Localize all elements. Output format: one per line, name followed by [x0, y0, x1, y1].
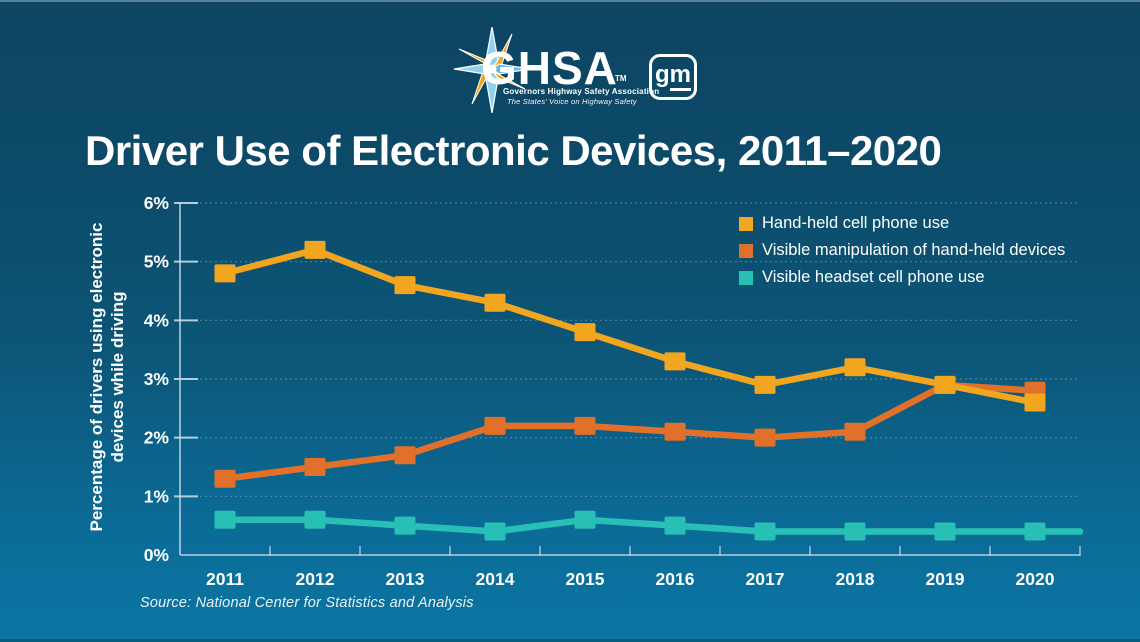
data-point-marker — [574, 510, 596, 529]
y-tick-labels: 0% 1% 2% 3% 4% 5% 6% — [144, 193, 170, 565]
data-point-marker — [214, 469, 236, 488]
y-tick-label: 3% — [144, 369, 170, 389]
data-point-marker — [664, 516, 686, 535]
y-tick-label: 4% — [144, 310, 170, 330]
legend-swatch-headset — [739, 270, 753, 285]
legend-item-manipulation: Visible manipulation of hand-held device… — [739, 237, 1065, 264]
legend-label: Visible headset cell phone use — [762, 268, 985, 286]
y-axis-title-line1: Percentage of drivers using electronic — [87, 222, 106, 532]
x-tick-label: 2018 — [836, 569, 875, 589]
legend-label: Visible manipulation of hand-held device… — [762, 241, 1066, 259]
series-line — [221, 246, 1039, 406]
x-tick-label: 2011 — [206, 569, 244, 589]
y-axis-title-line2: devices while driving — [108, 291, 127, 463]
data-point-marker — [754, 428, 776, 447]
ghsa-logo-tagline: The States' Voice on Highway Safety — [507, 97, 637, 106]
data-point-marker — [934, 375, 956, 394]
legend-item-headset: Visible headset cell phone use — [739, 264, 1065, 291]
legend-swatch-handheld — [739, 216, 753, 231]
data-point-marker — [394, 516, 416, 535]
y-tick-label: 2% — [144, 428, 170, 448]
data-point-marker — [214, 510, 236, 529]
series-0 — [214, 240, 1046, 412]
y-tick-label: 0% — [144, 545, 170, 565]
legend-swatch-manipulation — [739, 243, 753, 258]
y-tick-label: 5% — [144, 252, 170, 272]
data-point-marker — [574, 416, 596, 435]
data-point-marker — [934, 522, 956, 541]
x-tick-label: 2017 — [746, 569, 785, 589]
data-point-marker — [664, 352, 686, 371]
chart-legend: Hand-held cell phone use Visible manipul… — [739, 210, 1065, 291]
data-point-marker — [394, 446, 416, 465]
data-point-marker — [844, 422, 866, 441]
legend-item-handheld: Hand-held cell phone use — [739, 210, 1065, 237]
bottom-edge-shadow — [0, 639, 1140, 642]
y-axis-title: Percentage of drivers using electronic d… — [86, 202, 128, 552]
ghsa-logo-wordmark: GHSA — [481, 42, 618, 94]
y-tick-label: 6% — [144, 193, 170, 213]
legend-label: Hand-held cell phone use — [762, 214, 950, 232]
ghsa-logo-subtitle: Governors Highway Safety Association — [503, 87, 660, 96]
x-tick-label: 2014 — [476, 569, 515, 589]
data-point-marker — [1024, 522, 1046, 541]
data-point-marker — [844, 358, 866, 377]
y-gridlines — [174, 202, 1080, 498]
series-1 — [214, 375, 1046, 488]
data-point-marker — [214, 264, 236, 283]
data-point-marker — [304, 240, 326, 259]
data-point-marker — [484, 522, 506, 541]
source-note: Source: National Center for Statistics a… — [140, 595, 474, 611]
data-point-marker — [484, 416, 506, 435]
series-line — [221, 381, 1039, 482]
y-tick-label: 1% — [144, 486, 170, 506]
page-title: Driver Use of Electronic Devices, 2011–2… — [85, 127, 942, 174]
data-point-marker — [844, 522, 866, 541]
x-tick-label: 2020 — [1016, 569, 1055, 589]
data-point-marker — [304, 458, 326, 476]
gm-letter-m-underlined: m — [669, 63, 691, 91]
x-tick-label: 2012 — [296, 569, 335, 589]
data-point-marker — [754, 375, 776, 394]
x-tick-label: 2016 — [656, 569, 695, 589]
data-point-marker — [1024, 393, 1046, 412]
data-point-marker — [394, 276, 416, 295]
data-point-marker — [754, 522, 776, 541]
data-point-marker — [304, 510, 326, 529]
top-edge-highlight — [0, 0, 1140, 2]
data-point-marker — [664, 422, 686, 441]
x-tick-label: 2013 — [386, 569, 425, 589]
x-tick-labels: 2011 2012 2013 2014 2015 2016 2017 2018 2019 2020 — [206, 569, 1055, 589]
ghsa-trademark: TM — [615, 74, 627, 83]
gm-letter-g: g — [654, 61, 670, 88]
data-point-marker — [484, 293, 506, 312]
series-2 — [214, 510, 1084, 541]
axes — [179, 203, 1081, 556]
x-tick-label: 2015 — [566, 569, 605, 589]
ghsa-compass-star-icon — [453, 27, 531, 113]
data-point-marker — [574, 323, 596, 342]
x-tick-label: 2019 — [926, 569, 965, 589]
